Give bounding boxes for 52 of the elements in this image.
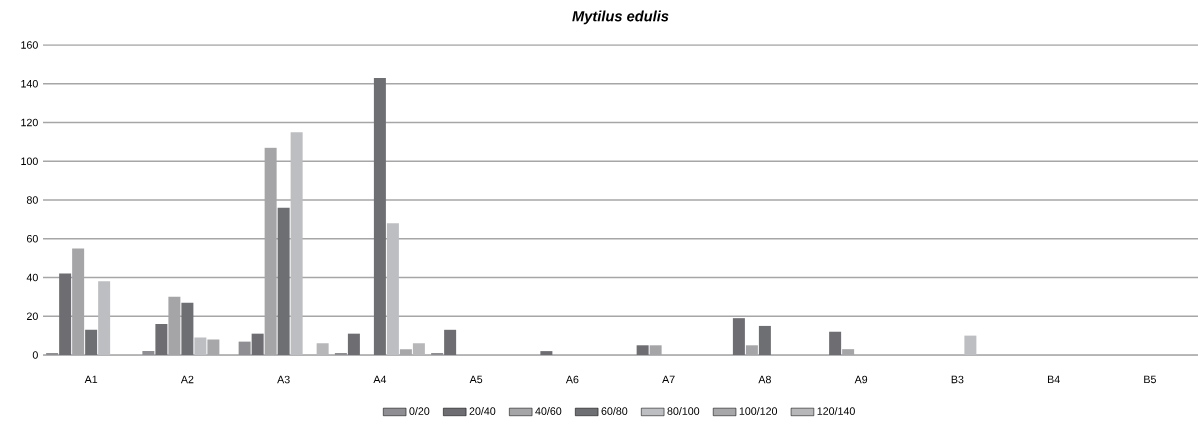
bar xyxy=(142,351,155,355)
y-tick-label: 120 xyxy=(21,118,38,127)
bar xyxy=(85,329,98,355)
x-tick-label: A9 xyxy=(854,375,868,384)
y-tick-label: 140 xyxy=(21,79,38,88)
x-tick-label: A7 xyxy=(662,375,675,384)
bar xyxy=(373,77,386,355)
bar xyxy=(636,345,649,355)
x-tick-label: A3 xyxy=(277,375,290,384)
chart-title: Mytilus edulis xyxy=(572,10,669,25)
bar xyxy=(829,331,842,355)
y-tick-label: 0 xyxy=(32,351,38,359)
y-tick-label: 60 xyxy=(26,234,38,243)
x-tick-label: A5 xyxy=(469,375,483,384)
legend-label: 20/40 xyxy=(469,407,496,415)
bar xyxy=(316,343,329,355)
x-tick-label: B3 xyxy=(951,375,964,384)
x-tick-label: A8 xyxy=(758,375,771,384)
bar xyxy=(444,329,457,355)
bar xyxy=(181,302,194,355)
bar xyxy=(347,333,360,355)
x-tick-label: A1 xyxy=(84,375,98,384)
bar xyxy=(277,207,290,355)
bar xyxy=(386,223,399,355)
x-tick-label: A6 xyxy=(565,375,579,384)
bar xyxy=(758,325,771,355)
legend-label: 100/120 xyxy=(739,407,778,415)
bar xyxy=(194,337,207,355)
bar xyxy=(964,335,977,355)
legend-label: 0/20 xyxy=(409,407,430,415)
legend-label: 120/140 xyxy=(817,407,855,415)
y-tick-label: 160 xyxy=(21,41,38,49)
bar xyxy=(732,318,745,355)
legend-label: 40/60 xyxy=(535,407,562,415)
bar xyxy=(251,333,264,355)
bar xyxy=(98,281,111,355)
y-tick-label: 20 xyxy=(26,312,38,321)
x-tick-label: B5 xyxy=(1144,375,1156,384)
x-tick-label: B4 xyxy=(1047,375,1060,384)
bar xyxy=(540,351,553,355)
y-tick-label: 80 xyxy=(26,196,38,204)
y-tick-label: 100 xyxy=(21,157,38,166)
legend-label: 80/100 xyxy=(667,407,700,415)
legend-label: 60/80 xyxy=(601,407,628,415)
bar xyxy=(59,273,72,355)
bar xyxy=(155,323,168,355)
bar xyxy=(412,343,425,355)
x-tick-label: A4 xyxy=(373,375,387,384)
bar xyxy=(290,132,303,355)
x-tick-label: A2 xyxy=(180,375,194,384)
bar xyxy=(238,341,251,355)
y-tick-label: 40 xyxy=(26,273,38,282)
